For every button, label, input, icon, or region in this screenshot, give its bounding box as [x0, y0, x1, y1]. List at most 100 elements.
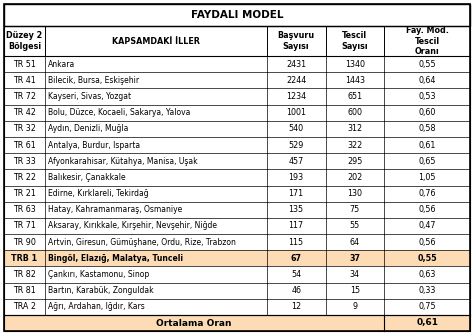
Text: 651: 651: [347, 92, 363, 101]
Bar: [4, 153, 470, 169]
Bar: [4, 56, 470, 72]
Bar: [4, 299, 470, 315]
Text: 0,55: 0,55: [419, 60, 436, 69]
Text: Bilecik, Bursa, Eskişehir: Bilecik, Bursa, Eskişehir: [48, 76, 139, 85]
Bar: [4, 202, 470, 218]
Text: 0,63: 0,63: [419, 270, 436, 279]
Text: Kayseri, Sivas, Yozgat: Kayseri, Sivas, Yozgat: [48, 92, 131, 101]
Text: 540: 540: [289, 124, 304, 133]
Text: 0,65: 0,65: [419, 157, 436, 166]
Text: TR 42: TR 42: [13, 108, 36, 117]
Text: 46: 46: [291, 286, 301, 295]
Text: 193: 193: [289, 173, 304, 182]
Bar: [4, 169, 470, 186]
Text: KAPSAMDAKİ İLLER: KAPSAMDAKİ İLLER: [112, 37, 200, 46]
Text: TR 33: TR 33: [13, 157, 36, 166]
Text: Tescil
Sayısı: Tescil Sayısı: [342, 31, 368, 51]
Text: Fay. Mod.
Tescil
Oranı: Fay. Mod. Tescil Oranı: [406, 26, 448, 56]
Text: 2244: 2244: [286, 76, 306, 85]
Text: 1443: 1443: [345, 76, 365, 85]
Text: Artvin, Giresun, Gümüşhane, Ordu, Rize, Trabzon: Artvin, Giresun, Gümüşhane, Ordu, Rize, …: [48, 238, 236, 247]
Text: Balıkesir, Çanakkale: Balıkesir, Çanakkale: [48, 173, 126, 182]
Text: TRB 1: TRB 1: [11, 254, 37, 263]
Bar: [4, 266, 470, 283]
Text: 0,53: 0,53: [419, 92, 436, 101]
Bar: [4, 26, 470, 56]
Text: 1234: 1234: [286, 92, 306, 101]
Bar: [4, 283, 470, 299]
Text: 130: 130: [347, 189, 363, 198]
Bar: [4, 250, 470, 266]
Text: Aksaray, Kırıkkale, Kırşehir, Nevşehir, Niğde: Aksaray, Kırıkkale, Kırşehir, Nevşehir, …: [48, 221, 217, 230]
Bar: [4, 186, 470, 202]
Text: Ankara: Ankara: [48, 60, 75, 69]
Text: TR 41: TR 41: [13, 76, 36, 85]
Bar: [4, 26, 470, 56]
Bar: [4, 315, 470, 331]
Text: 322: 322: [347, 140, 363, 149]
Bar: [4, 105, 470, 121]
Text: 202: 202: [347, 173, 363, 182]
Bar: [4, 4, 470, 26]
Text: TR 32: TR 32: [13, 124, 36, 133]
Text: 37: 37: [349, 254, 360, 263]
Bar: [4, 234, 470, 250]
Text: 2431: 2431: [286, 60, 306, 69]
Text: 0,47: 0,47: [419, 221, 436, 230]
Text: 0,55: 0,55: [417, 254, 437, 263]
Text: 1340: 1340: [345, 60, 365, 69]
Text: TR 63: TR 63: [13, 205, 36, 214]
Text: 0,56: 0,56: [419, 238, 436, 247]
Text: 312: 312: [347, 124, 363, 133]
Text: 1,05: 1,05: [419, 173, 436, 182]
Text: 115: 115: [289, 238, 304, 247]
Text: 135: 135: [289, 205, 304, 214]
Bar: [4, 121, 470, 137]
Text: 9: 9: [352, 303, 357, 312]
Text: 0,76: 0,76: [419, 189, 436, 198]
Text: TR 22: TR 22: [13, 173, 36, 182]
Text: Ağrı, Ardahan, Iğdır, Kars: Ağrı, Ardahan, Iğdır, Kars: [48, 303, 145, 312]
Text: FAYDALI MODEL: FAYDALI MODEL: [191, 10, 283, 20]
Text: TR 82: TR 82: [13, 270, 36, 279]
Text: Düzey 2
Bölgesi: Düzey 2 Bölgesi: [6, 31, 43, 51]
Text: 117: 117: [289, 221, 304, 230]
Text: 75: 75: [350, 205, 360, 214]
Text: TR 81: TR 81: [13, 286, 36, 295]
Text: 55: 55: [350, 221, 360, 230]
Bar: [4, 4, 470, 26]
Bar: [4, 137, 470, 153]
Text: 67: 67: [291, 254, 301, 263]
Text: 295: 295: [347, 157, 363, 166]
Text: Edirne, Kırklareli, Tekirdağ: Edirne, Kırklareli, Tekirdağ: [48, 189, 149, 198]
Text: 0,64: 0,64: [419, 76, 436, 85]
Text: Bolu, Düzce, Kocaeli, Sakarya, Yalova: Bolu, Düzce, Kocaeli, Sakarya, Yalova: [48, 108, 191, 117]
Text: 0,33: 0,33: [419, 286, 436, 295]
Text: TR 72: TR 72: [13, 92, 36, 101]
Text: TR 21: TR 21: [13, 189, 36, 198]
Text: 457: 457: [289, 157, 304, 166]
Text: Başvuru
Sayısı: Başvuru Sayısı: [278, 31, 315, 51]
Text: TR 51: TR 51: [13, 60, 36, 69]
Text: 0,61: 0,61: [416, 319, 438, 328]
Text: 529: 529: [289, 140, 304, 149]
Bar: [4, 88, 470, 105]
Bar: [4, 315, 470, 331]
Text: Bingöl, Elazığ, Malatya, Tunceli: Bingöl, Elazığ, Malatya, Tunceli: [48, 254, 183, 263]
Text: 64: 64: [350, 238, 360, 247]
Text: TR 71: TR 71: [13, 221, 36, 230]
Text: 0,75: 0,75: [419, 303, 436, 312]
Bar: [4, 72, 470, 88]
Text: Afyonkarahisar, Kütahya, Manisa, Uşak: Afyonkarahisar, Kütahya, Manisa, Uşak: [48, 157, 198, 166]
Text: Bartın, Karabük, Zonguldak: Bartın, Karabük, Zonguldak: [48, 286, 154, 295]
Text: TR 61: TR 61: [13, 140, 36, 149]
Text: 34: 34: [350, 270, 360, 279]
Text: 0,60: 0,60: [419, 108, 436, 117]
Text: Aydın, Denizli, Muğla: Aydın, Denizli, Muğla: [48, 124, 128, 133]
Text: 600: 600: [347, 108, 363, 117]
Text: TRA 2: TRA 2: [13, 303, 36, 312]
Text: 171: 171: [289, 189, 304, 198]
Text: 15: 15: [350, 286, 360, 295]
Text: 12: 12: [291, 303, 301, 312]
Bar: [4, 218, 470, 234]
